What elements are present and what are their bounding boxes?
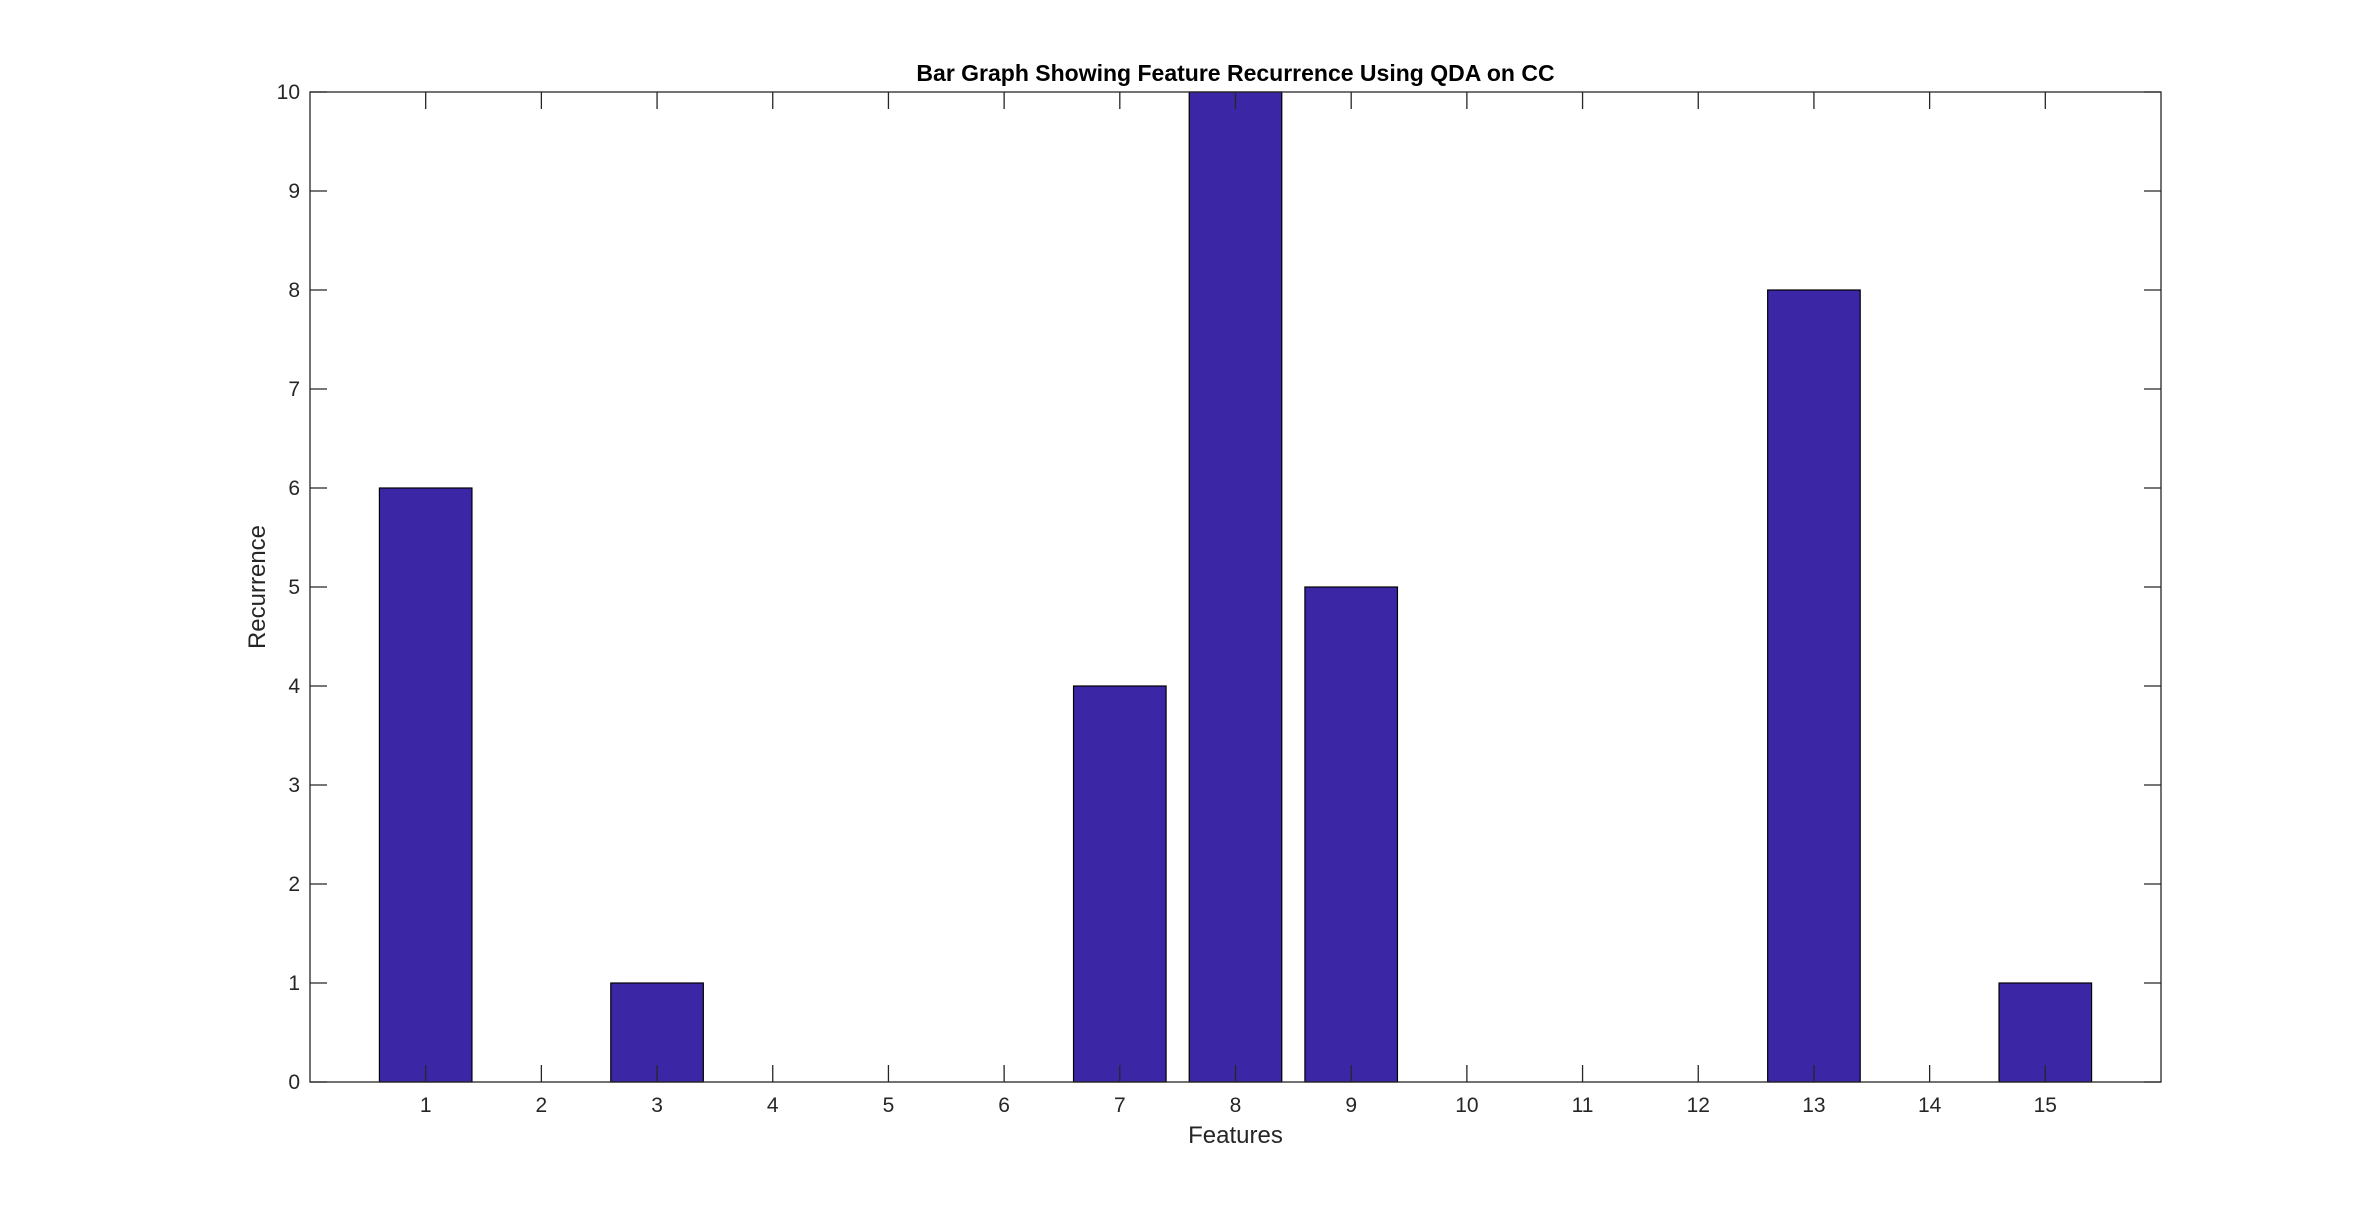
bars-layer — [378, 91, 2093, 1083]
y-tick-label: 4 — [288, 675, 300, 698]
bar-feature-1 — [378, 487, 473, 1083]
x-tick-label: 9 — [1345, 1094, 1357, 1117]
x-tick-label: 6 — [998, 1094, 1010, 1117]
x-tick-label: 15 — [2034, 1094, 2057, 1117]
x-tick-label: 3 — [651, 1094, 663, 1117]
x-tick-label: 13 — [1802, 1094, 1825, 1117]
chart-title: Bar Graph Showing Feature Recurrence Usi… — [916, 60, 1554, 86]
y-tick-label: 8 — [288, 279, 300, 302]
y-tick-label: 9 — [288, 180, 300, 203]
x-tick-label: 5 — [883, 1094, 895, 1117]
y-tick-label: 7 — [288, 378, 300, 401]
x-tick-label: 2 — [536, 1094, 548, 1117]
x-tick-label: 14 — [1918, 1094, 1942, 1117]
bar-feature-8 — [1188, 91, 1283, 1083]
y-axis-title: Recurrence — [244, 525, 271, 649]
y-tick-label: 2 — [288, 873, 300, 896]
y-tick-label: 5 — [288, 576, 300, 599]
x-tick-label: 10 — [1455, 1094, 1478, 1117]
x-tick-label: 11 — [1572, 1094, 1594, 1117]
y-tick-label: 3 — [288, 774, 300, 797]
x-tick-label: 7 — [1114, 1094, 1126, 1117]
y-tick-label: 1 — [288, 972, 300, 995]
x-tick-label: 12 — [1687, 1094, 1710, 1117]
x-axis-title: Features — [1188, 1122, 1283, 1149]
x-tick-label: 4 — [767, 1094, 779, 1117]
y-tick-label: 0 — [288, 1071, 300, 1094]
bar-feature-9 — [1304, 586, 1399, 1083]
x-tick-label: 8 — [1230, 1094, 1242, 1117]
x-tick-label: 1 — [420, 1094, 432, 1117]
bar-feature-13 — [1767, 289, 1861, 1083]
bar-feature-7 — [1072, 685, 1167, 1083]
y-tick-label: 10 — [277, 81, 300, 104]
y-tick-label: 6 — [288, 477, 300, 500]
